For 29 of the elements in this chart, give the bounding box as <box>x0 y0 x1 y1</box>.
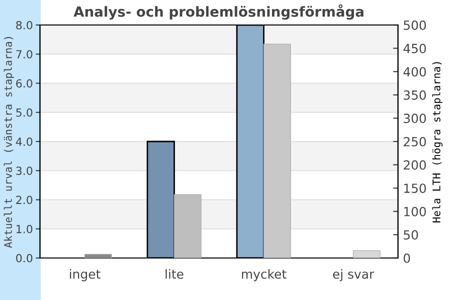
y-axis-title: Aktuellt urval (vänstra staplarna) <box>4 37 14 248</box>
y2-tick-label: 250 <box>404 136 426 146</box>
y-tick-label: 8.0 <box>16 20 32 30</box>
x-tick-label: ej svar <box>333 269 374 282</box>
y-tick-label: 6.0 <box>16 79 32 88</box>
y2-tick-label: 300 <box>404 114 426 124</box>
y2-tick-label: 350 <box>404 90 426 100</box>
y2-tick-label: 50 <box>404 230 418 240</box>
y2-tick-label: 100 <box>404 206 426 216</box>
y-tick-label: 3.0 <box>16 166 32 176</box>
chart-title: Analys- och problemlösningsförmåga <box>74 4 364 20</box>
y-tick-label: 2.0 <box>16 196 32 204</box>
y2-tick-label: 150 <box>404 184 426 194</box>
y2-tick-label: 400 <box>403 67 426 77</box>
bar <box>84 254 112 258</box>
y2-tick-label: 0 <box>404 253 410 263</box>
y-tick-label: 4.0 <box>16 137 32 146</box>
y-tick-label: 0.0 <box>16 254 32 262</box>
y-tick-label: 5.0 <box>16 108 32 117</box>
bar <box>352 250 380 258</box>
x-tick-label: inget <box>70 269 100 282</box>
x-tick-label: lite <box>166 269 184 279</box>
y-tick-label: 7.0 <box>16 50 32 59</box>
y-tick-label: 1.0 <box>16 224 32 234</box>
x-tick-label: mycket <box>242 269 286 282</box>
y2-axis-title: Hela LTH (högra staplarna) <box>432 62 442 222</box>
y2-tick-label: 500 <box>404 20 426 30</box>
y2-tick-label: 200 <box>404 160 426 170</box>
y2-tick-label: 450 <box>403 44 426 54</box>
